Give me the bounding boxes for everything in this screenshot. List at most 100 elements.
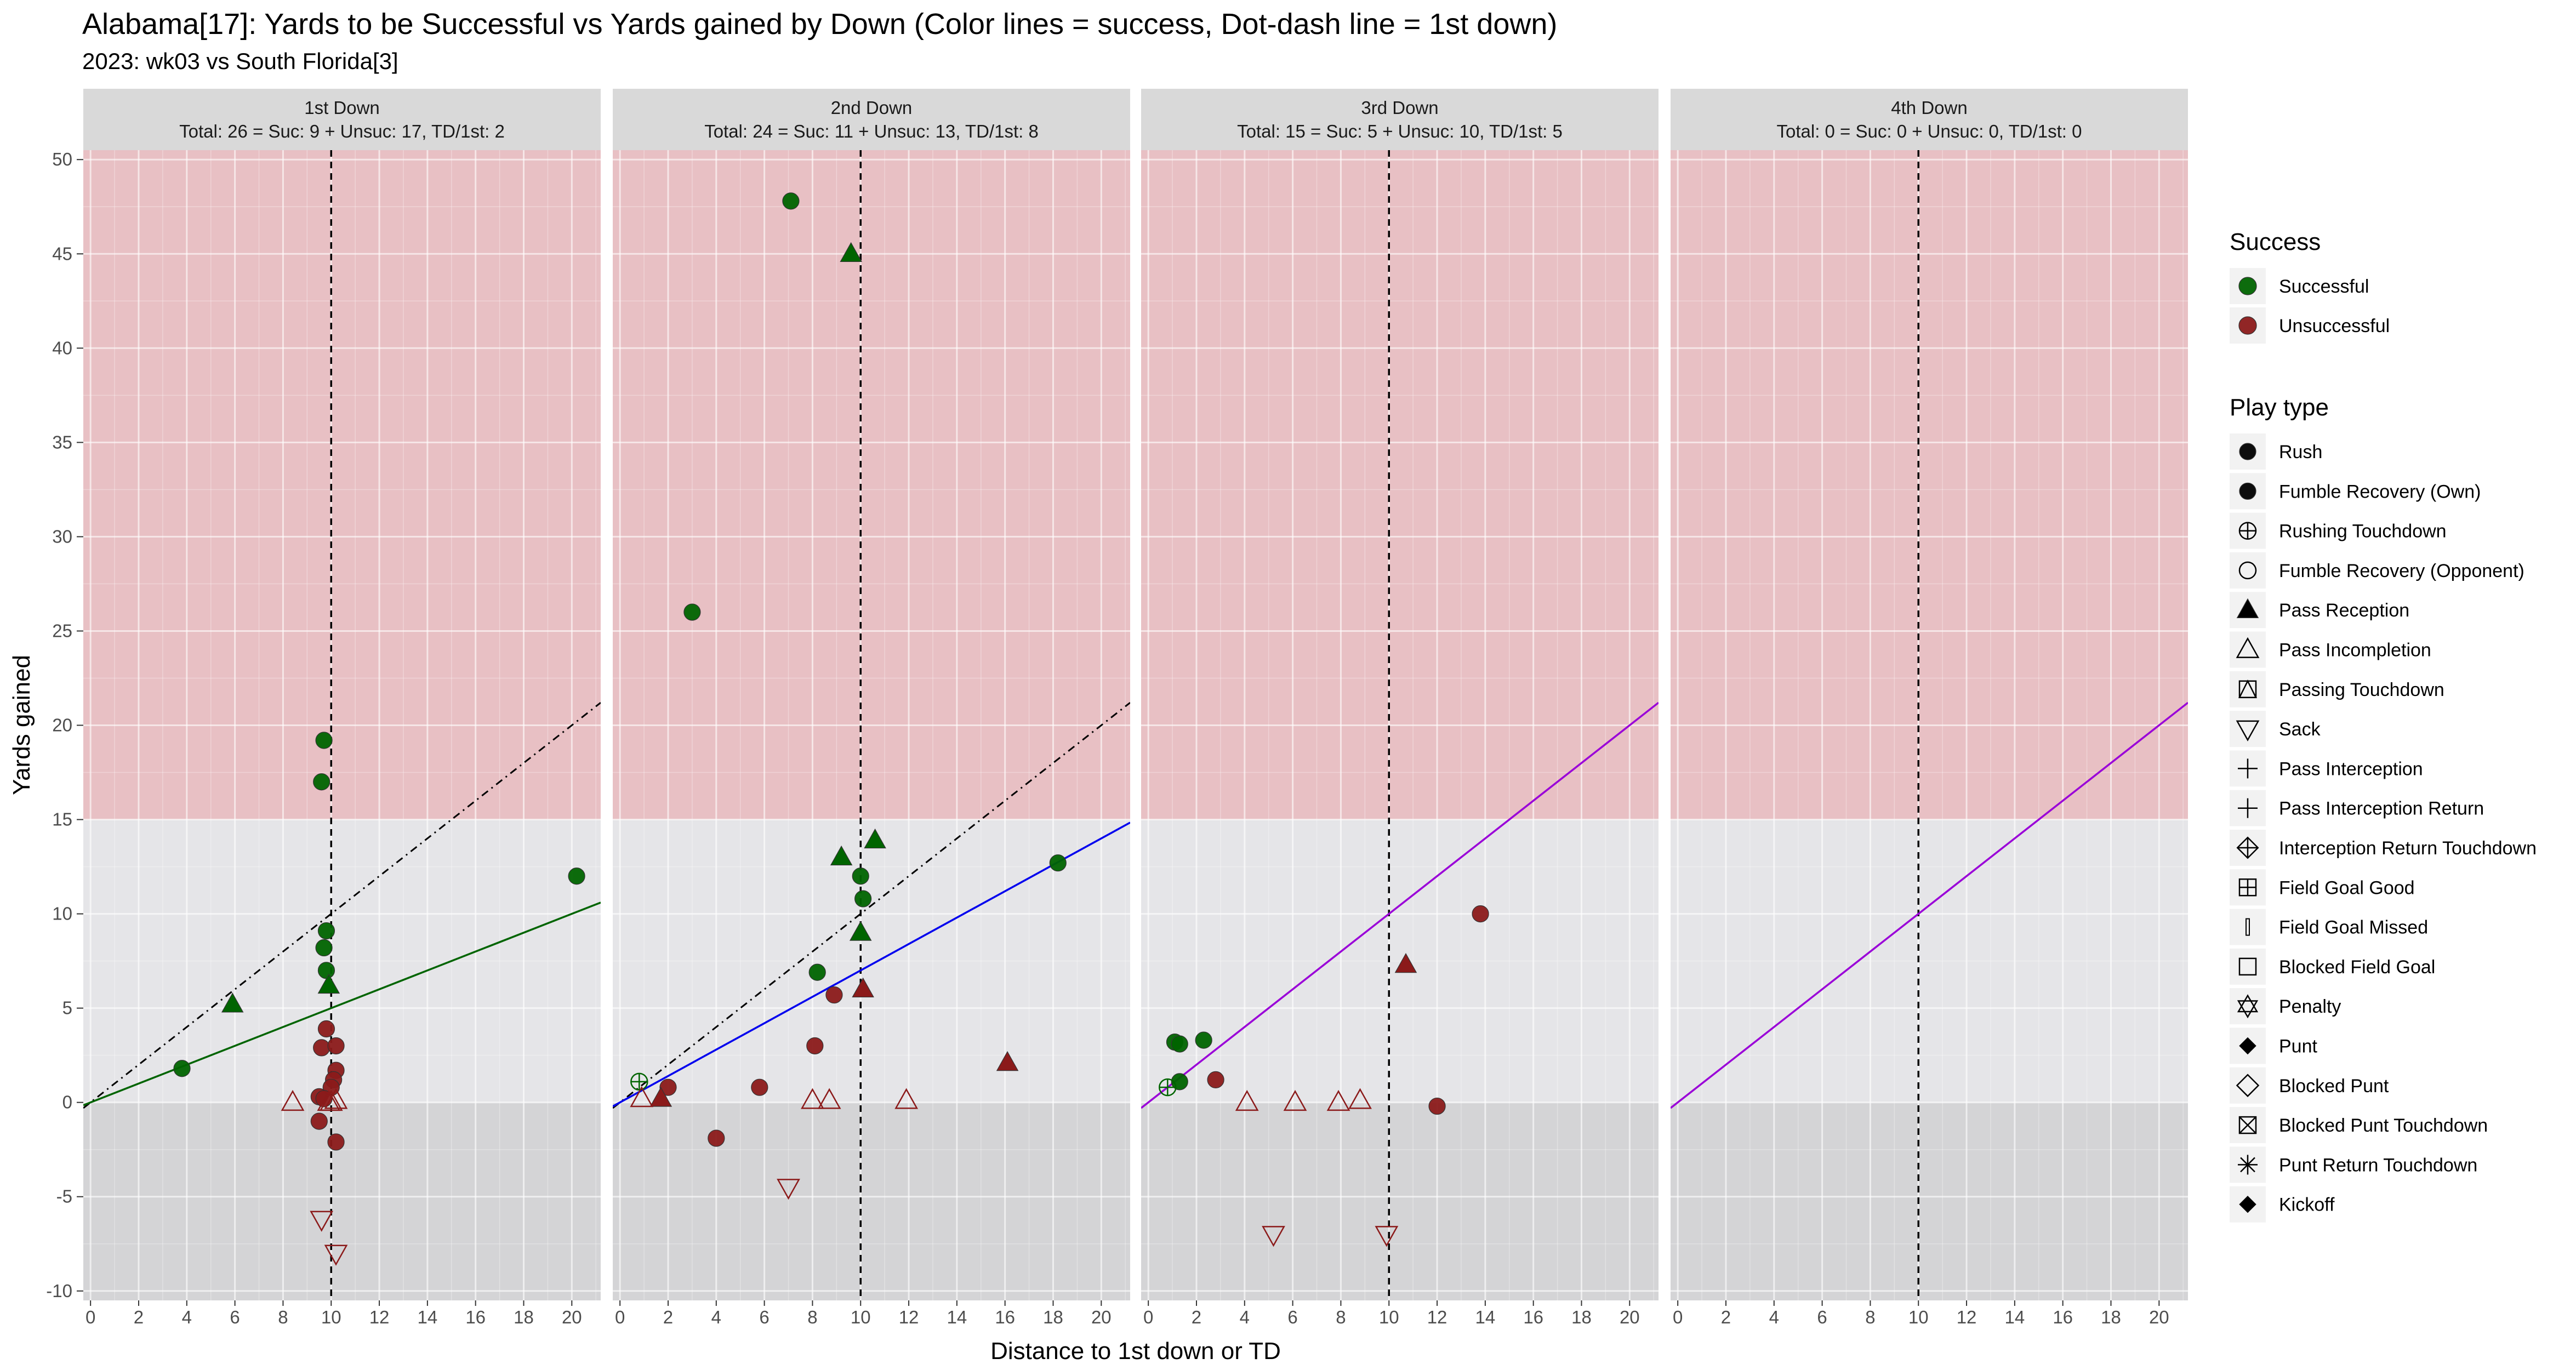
y-tick-label: 30: [52, 526, 72, 546]
legend-playtype-label: Punt Return Touchdown: [2279, 1155, 2477, 1175]
x-tick-label: 4: [1769, 1307, 1779, 1327]
panel-points: [1159, 905, 1489, 1247]
data-point: [649, 1087, 673, 1107]
x-tick-label: 8: [278, 1307, 288, 1327]
legend-key-marker: [2238, 798, 2258, 818]
success-line: [83, 901, 601, 1106]
panel-lines: [613, 150, 1130, 1300]
panel-strip: [1671, 89, 2188, 150]
legend-key-marker: [2238, 680, 2258, 699]
legend-key-marker: [2239, 482, 2256, 500]
legend: Success Successful Unsuccessful Play type Ru…: [2230, 229, 2537, 1223]
x-tick-label: 2: [1192, 1307, 1201, 1327]
legend-key-bg: [2230, 671, 2266, 707]
data-point: [683, 603, 701, 621]
band: [1141, 150, 1659, 820]
panel-1: 1st Down Total: 26 = Suc: 9 + Unsuc: 17, …: [83, 89, 601, 1327]
data-point: [1428, 1097, 1446, 1115]
marker-d2: [2240, 1157, 2255, 1173]
data-point: [801, 1088, 824, 1109]
data-point: [630, 1086, 654, 1108]
y-tick-label: 10: [52, 904, 72, 924]
legend-key-marker: [2237, 994, 2259, 1019]
data-point: [996, 1051, 1019, 1071]
band: [1141, 819, 1659, 1103]
data-point: [817, 1088, 841, 1109]
legend-success-label: Unsuccessful: [2279, 316, 2390, 336]
data-point: [854, 890, 872, 907]
marker-tri-down: [2237, 1000, 2259, 1019]
data-point: [1348, 1088, 1372, 1109]
data-point: [1394, 953, 1417, 973]
legend-key-marker: [2238, 316, 2257, 335]
legend-key-marker: [2238, 1155, 2258, 1175]
x-tick-label: 20: [1091, 1307, 1112, 1327]
panel-title: 3rd Down: [1361, 98, 1438, 118]
panel-points: [630, 192, 1067, 1200]
legend-key-marker: [2239, 443, 2256, 460]
legend-key-marker: [2238, 1116, 2257, 1134]
data-point: [324, 1245, 348, 1266]
data-point: [173, 1060, 191, 1077]
x-tick-label: 10: [851, 1307, 871, 1327]
data-point: [1472, 905, 1489, 923]
panel-subtitle: Total: 24 = Suc: 11 + Unsuc: 13, TD/1st:…: [704, 121, 1039, 141]
panel-title: 1st Down: [304, 98, 380, 118]
data-point: [324, 1088, 348, 1109]
panel-3: 3rd Down Total: 15 = Suc: 5 + Unsuc: 10, …: [1141, 89, 1659, 1327]
legend-key-bg: [2230, 909, 2266, 945]
legend-playtype-title: Play type: [2230, 394, 2329, 421]
legend-success-title: Success: [2230, 229, 2321, 255]
data-point: [313, 773, 330, 791]
panel-lines: [1671, 150, 2188, 1300]
x-tick-label: 20: [562, 1307, 582, 1327]
panel-grid: [613, 150, 1130, 1300]
y-tick-label: 5: [62, 998, 72, 1018]
y-tick-label: 45: [52, 243, 72, 264]
band: [613, 1102, 1130, 1300]
band: [1671, 1102, 2188, 1300]
legend-playtype-label: Blocked Punt Touchdown: [2279, 1115, 2488, 1136]
panel-subtitle: Total: 26 = Suc: 9 + Unsuc: 17, TD/1st: …: [179, 121, 505, 141]
x-tick-label: 4: [182, 1307, 192, 1327]
legend-playtype-label: Pass Interception: [2279, 758, 2423, 779]
x-axis-label: Distance to 1st down or TD: [990, 1338, 1281, 1365]
marker-diag2: [2239, 1116, 2256, 1134]
x-tick-label: 12: [1427, 1307, 1447, 1327]
legend-key-marker: [2246, 918, 2250, 936]
band: [613, 150, 1130, 820]
y-tick-label: -5: [56, 1186, 72, 1207]
legend-playtype-label: Pass Interception Return: [2279, 798, 2484, 819]
data-point: [825, 986, 843, 1004]
x-tick-label: 10: [1908, 1307, 1929, 1327]
panel-2: 2nd Down Total: 24 = Suc: 11 + Unsuc: 13,…: [613, 89, 1130, 1327]
x-tick-label: 8: [1336, 1307, 1346, 1327]
x-tick-label: 16: [995, 1307, 1015, 1327]
legend-key-marker: [2239, 1195, 2256, 1213]
x-tick-label: 16: [1523, 1307, 1543, 1327]
data-point: [568, 867, 585, 885]
legend-key-bg: [2230, 711, 2266, 747]
data-point: [327, 1037, 345, 1055]
x-tick-label: 20: [1620, 1307, 1640, 1327]
legend-key-marker: [2238, 522, 2257, 540]
y-tick-label: 20: [52, 715, 72, 735]
legend-key-bg: [2230, 948, 2266, 985]
panel-4: 4th Down Total: 0 = Suc: 0 + Unsuc: 0, TD…: [1671, 89, 2188, 1327]
y-tick-label: 50: [52, 149, 72, 169]
legend-playtype-label: Rush: [2279, 442, 2322, 463]
x-tick-label: 14: [2005, 1307, 2025, 1327]
band: [83, 1102, 601, 1300]
data-point: [221, 992, 244, 1013]
legend-key-marker: [2239, 1037, 2256, 1055]
legend-playtype-label: Interception Return Touchdown: [2279, 838, 2537, 859]
x-tick-label: 0: [615, 1307, 625, 1327]
x-tick-label: 4: [1240, 1307, 1250, 1327]
legend-playtype-label: Blocked Field Goal: [2279, 957, 2435, 978]
x-tick-label: 0: [1143, 1307, 1153, 1327]
x-tick-label: 6: [1817, 1307, 1827, 1327]
legend-key-marker: [2238, 957, 2257, 976]
y-tick-label: 35: [52, 432, 72, 452]
x-tick-label: 16: [2053, 1307, 2073, 1327]
